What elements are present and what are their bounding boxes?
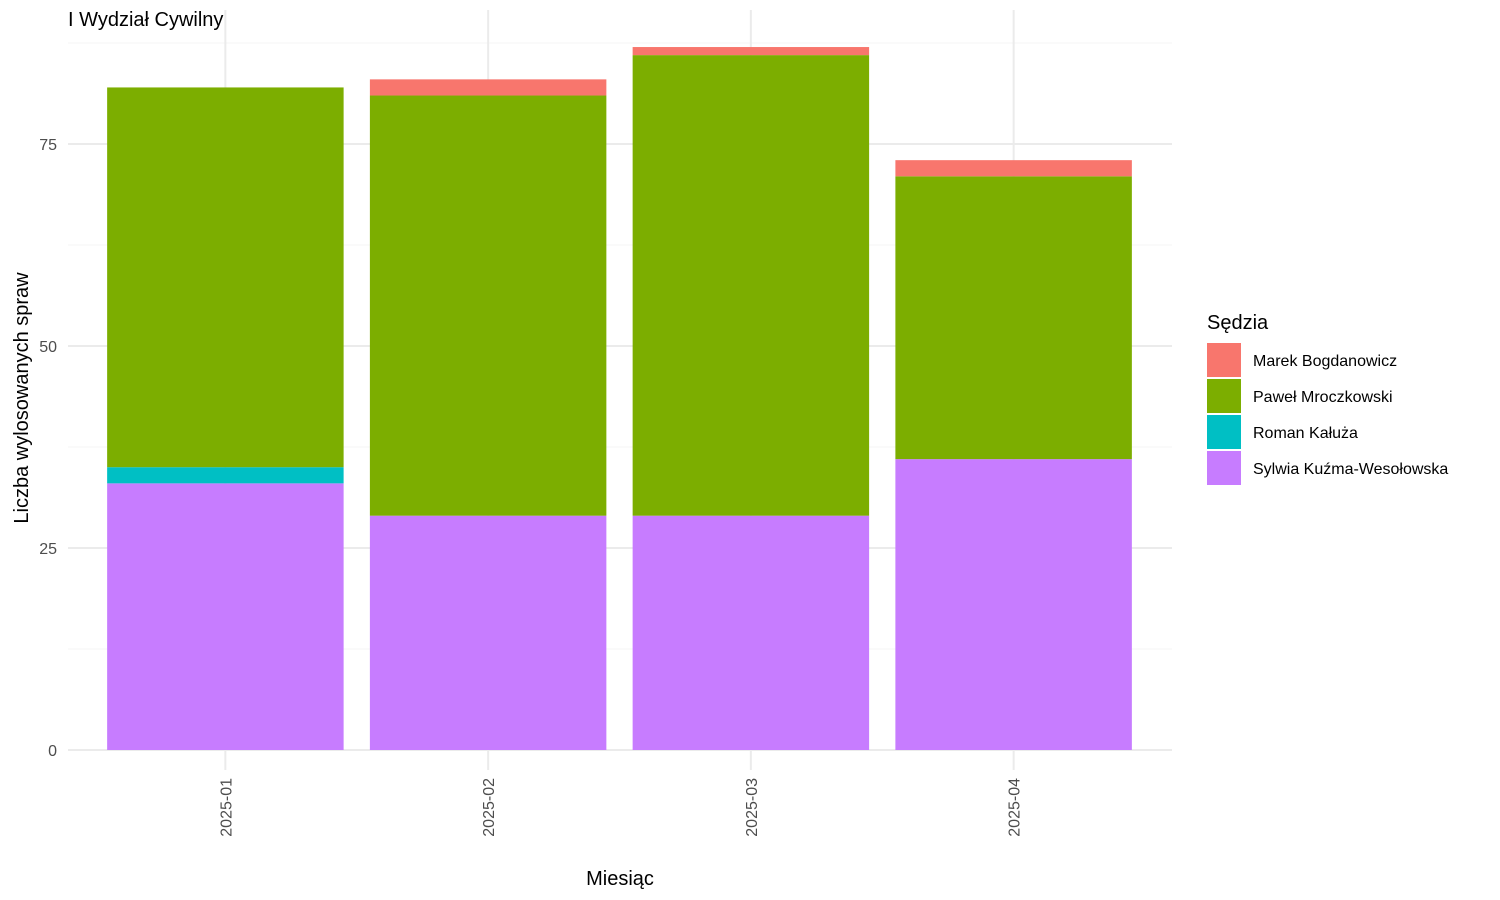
bar-segment <box>107 467 344 484</box>
legend-swatch <box>1207 415 1241 449</box>
x-axis-title: Miesiąc <box>586 868 654 890</box>
bar-segment <box>632 515 870 750</box>
bar-segment <box>895 176 1132 460</box>
bar-segment <box>369 515 607 750</box>
bar-segment <box>369 79 607 96</box>
legend: Sędzia Marek Bogdanowicz Paweł Mroczkowsk… <box>1207 312 1448 485</box>
x-tick-label: 2025-01 <box>218 778 235 837</box>
legend-title: Sędzia <box>1207 312 1269 334</box>
x-tick-label: 2025-02 <box>481 778 498 837</box>
legend-swatch <box>1207 451 1241 485</box>
bar-segment <box>369 95 607 516</box>
bars <box>107 47 1132 750</box>
bar-segment <box>632 55 870 516</box>
y-tick-label: 25 <box>39 541 57 558</box>
legend-label: Paweł Mroczkowski <box>1253 389 1393 406</box>
y-tick-label: 75 <box>39 137 57 154</box>
y-axis-title: Liczba wylosowanych spraw <box>11 272 33 524</box>
bar-segment <box>895 160 1132 177</box>
bar-segment <box>107 483 344 750</box>
chart-title: I Wydział Cywilny <box>68 9 223 31</box>
legend-label: Sylwia Kuźma-Wesołowska <box>1253 461 1448 478</box>
legend-items: Marek Bogdanowicz Paweł Mroczkowski Roman … <box>1207 343 1448 485</box>
legend-swatch <box>1207 343 1241 377</box>
y-axis-ticks: 0 25 50 75 <box>39 137 57 760</box>
bar-segment <box>632 47 870 56</box>
x-tick-label: 2025-03 <box>744 778 761 837</box>
y-tick-label: 50 <box>39 339 57 356</box>
bar-segment <box>895 459 1132 750</box>
x-axis-ticks: 2025-01 2025-02 2025-03 2025-04 <box>218 778 1023 837</box>
y-tick-label: 0 <box>48 743 57 760</box>
bar-segment <box>107 87 344 468</box>
x-tick-label: 2025-04 <box>1007 778 1024 837</box>
legend-swatch <box>1207 379 1241 413</box>
legend-label: Roman Kałuża <box>1253 425 1358 442</box>
legend-label: Marek Bogdanowicz <box>1253 353 1397 370</box>
